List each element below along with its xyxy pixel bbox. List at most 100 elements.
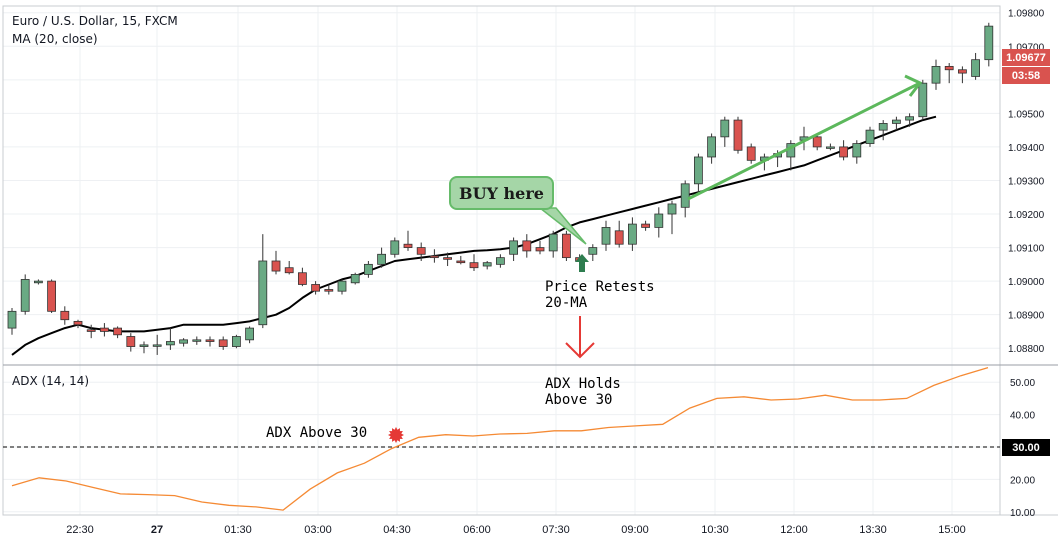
candle-body [878, 123, 888, 131]
candle [324, 284, 334, 295]
candle [20, 274, 30, 315]
down-arrow-icon [565, 342, 595, 359]
candle [337, 279, 347, 295]
candle [984, 22, 994, 67]
adx-above-30-note: ADX Above 30 [266, 425, 368, 441]
candle [482, 260, 492, 270]
adx-level-tag: 30.00 [1002, 439, 1050, 456]
candle [905, 113, 914, 127]
candle-body [601, 227, 611, 245]
ma-legend: MA (20, close) [12, 32, 98, 46]
candle [680, 180, 690, 218]
candle-body [390, 240, 400, 255]
price-tick-label: 1.08800 [1008, 344, 1045, 355]
candle-body [522, 240, 532, 252]
candle [865, 126, 875, 147]
trend-arrow-shaft [687, 82, 919, 201]
candle [469, 254, 479, 272]
candle-body [126, 336, 136, 347]
candle-body [694, 156, 703, 185]
candle-body [179, 339, 189, 344]
price-tick-label: 1.09500 [1008, 109, 1045, 120]
candle-body [139, 344, 149, 347]
price-tick-label: 1.09800 [1008, 9, 1045, 20]
time-tick-label: 15:00 [938, 524, 966, 536]
candle [377, 247, 387, 268]
candle [271, 250, 281, 275]
countdown-tag: 03:58 [1002, 67, 1050, 84]
candle [707, 133, 716, 164]
candle-body [443, 257, 453, 260]
candle [694, 153, 703, 194]
time-tick-label: 12:00 [780, 524, 808, 536]
price-retests-note: Price Retests 20-MA [545, 279, 655, 311]
candle-body [482, 262, 492, 267]
adx-tick-label: 40.00 [1010, 411, 1035, 422]
candle [878, 120, 888, 141]
candle [733, 116, 743, 154]
candle-body [100, 327, 109, 332]
time-axis[interactable]: 22:30 27 01:30 03:00 04:30 06:00 07:30 09:00 10:… [66, 524, 966, 536]
price-tick-label: 1.08900 [1008, 311, 1045, 322]
candle-body [429, 255, 439, 259]
price-tick-label: 1.09400 [1008, 143, 1045, 154]
adx-holds-note: ADX Holds Above 30 [545, 376, 621, 408]
candle-body [746, 146, 756, 161]
candle-body [60, 310, 70, 321]
candle-body [958, 69, 967, 74]
candle-body [918, 82, 928, 118]
candle-body [495, 257, 505, 265]
candle [614, 220, 624, 248]
candle [34, 279, 43, 285]
candle [126, 333, 136, 352]
adx-tick-label: 10.00 [1010, 508, 1035, 519]
candle [429, 249, 439, 263]
candle-body [324, 289, 334, 292]
candle-body [720, 119, 730, 138]
symbol-title: Euro / U.S. Dollar, 15, FXCM [12, 14, 178, 28]
candle-body [535, 247, 545, 252]
candle [826, 143, 835, 151]
candle [350, 272, 360, 285]
candle-body [113, 327, 122, 336]
candle-body [456, 260, 466, 264]
price-tick-label: 1.09200 [1008, 210, 1045, 221]
price-tick-label: 1.09000 [1008, 277, 1045, 288]
candle-body [654, 213, 664, 228]
candlestick-series [7, 22, 994, 355]
time-tick-label: 13:30 [859, 524, 887, 536]
adx-axis[interactable]: 10.00 20.00 40.00 50.00 [1010, 378, 1035, 519]
candle [231, 334, 241, 349]
candle-body [416, 247, 426, 255]
candle [416, 242, 426, 261]
candle-body [73, 320, 83, 326]
candle [812, 133, 822, 151]
candle-body [192, 339, 202, 342]
candle-body [337, 280, 347, 292]
candle-body [205, 339, 215, 342]
candle [958, 66, 967, 84]
ma-line [11, 115, 937, 356]
price-tick-label: 1.09700 [1008, 42, 1045, 53]
candle [73, 319, 83, 329]
candle [667, 200, 677, 235]
time-tick-label: 09:00 [621, 524, 649, 536]
candle [297, 267, 307, 287]
candle [284, 260, 294, 275]
candle [390, 237, 400, 258]
candle-body [469, 262, 479, 269]
candle [245, 326, 255, 344]
candle-body [509, 240, 519, 255]
candle-body [86, 329, 96, 332]
candle-body [165, 341, 175, 346]
last-price-tag: 1.09677 [1002, 49, 1050, 66]
candle [918, 79, 928, 121]
candle-body [271, 260, 281, 272]
candle [152, 334, 162, 355]
candle [944, 63, 954, 84]
candle [601, 220, 611, 251]
candle [403, 230, 413, 251]
candle [456, 255, 466, 265]
candle-body [733, 119, 743, 151]
candle-body [588, 247, 598, 255]
